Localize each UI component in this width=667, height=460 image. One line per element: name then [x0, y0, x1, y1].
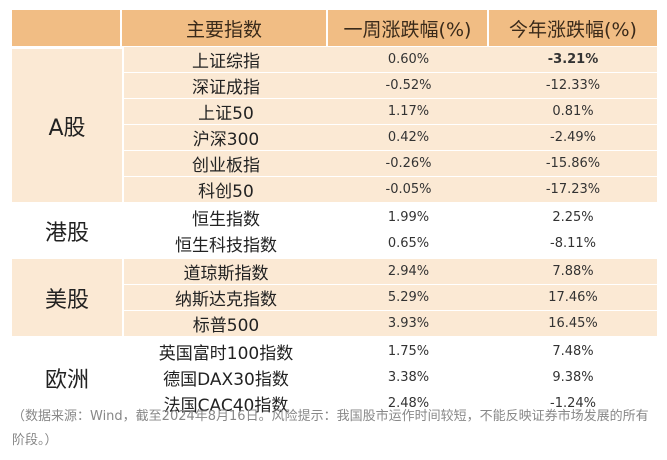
week-change-value: -0.52% — [328, 72, 489, 98]
table-row: 欧洲 英国富时100指数 1.75% 7.48% — [12, 336, 657, 416]
index-name: 道琼斯指数 — [122, 256, 328, 284]
ytd-change-value: 9.38% — [489, 364, 657, 390]
table-row: 科创50 -0.05% -17.23% — [12, 176, 657, 202]
ytd-change-value: 2.25% — [489, 202, 657, 230]
index-name: 纳斯达克指数 — [122, 284, 328, 310]
index-name: 上证50 — [122, 98, 328, 124]
table-row: A股 上证综指 0.60% -3.21% — [12, 46, 657, 202]
week-change-value: 3.93% — [328, 310, 489, 336]
ytd-change-value: -15.86% — [489, 150, 657, 176]
table-row: 深证成指 -0.52% -12.33% — [12, 72, 657, 98]
index-name: 科创50 — [122, 176, 328, 202]
index-name: 上证综指 — [122, 46, 328, 72]
ytd-change-value: 7.48% — [489, 336, 657, 364]
header-week-change: 一周涨跌幅(%) — [328, 10, 489, 46]
index-name: 恒生科技指数 — [122, 230, 328, 256]
week-change-value: 2.94% — [328, 256, 489, 284]
week-change-value: -0.26% — [328, 150, 489, 176]
index-name: 英国富时100指数 — [122, 336, 328, 364]
week-change-value: 0.65% — [328, 230, 489, 256]
ytd-change-value: -3.21% — [489, 46, 657, 72]
index-name: 恒生指数 — [122, 202, 328, 230]
week-change-value: 3.38% — [328, 364, 489, 390]
table-body: A股 上证综指 0.60% -3.21% 深证成指 -0.52% -12.33% 上证50 1.… — [12, 46, 657, 416]
header-main-index: 主要指数 — [122, 10, 328, 46]
table-row: 创业板指 -0.26% -15.86% — [12, 150, 657, 176]
table-row: 美股 道琼斯指数 2.94% 7.88% — [12, 256, 657, 336]
week-change-value: 1.99% — [328, 202, 489, 230]
week-change-value: 5.29% — [328, 284, 489, 310]
week-change-value: 1.75% — [328, 336, 489, 364]
table-row: 德国DAX30指数 3.38% 9.38% — [12, 364, 657, 390]
table-row: 恒生科技指数 0.65% -8.11% — [12, 230, 657, 256]
header-blank — [12, 10, 122, 46]
index-name: 创业板指 — [122, 150, 328, 176]
index-name: 德国DAX30指数 — [122, 364, 328, 390]
ytd-change-value: 0.81% — [489, 98, 657, 124]
table-row: 纳斯达克指数 5.29% 17.46% — [12, 284, 657, 310]
ytd-change-value: -17.23% — [489, 176, 657, 202]
index-name: 深证成指 — [122, 72, 328, 98]
ytd-change-value: -12.33% — [489, 72, 657, 98]
index-name: 沪深300 — [122, 124, 328, 150]
table-row: 法国CAC40指数 2.48% -1.24% — [12, 390, 657, 416]
table-header-row: 主要指数 一周涨跌幅(%) 今年涨跌幅(%) — [12, 10, 657, 46]
ytd-change-value: 16.45% — [489, 310, 657, 336]
footnote: （数据来源：Wind，截至2024年8月16日。风险提示：我国股市运作时间较短，… — [12, 409, 649, 448]
ytd-change-value: 7.88% — [489, 256, 657, 284]
ytd-change-value: -2.49% — [489, 124, 657, 150]
ytd-change-value: 17.46% — [489, 284, 657, 310]
ytd-change-value: -8.11% — [489, 230, 657, 256]
table-row: 标普500 3.93% 16.45% — [12, 310, 657, 336]
week-change-value: 2.48% — [328, 390, 489, 416]
index-performance-table: 主要指数 一周涨跌幅(%) 今年涨跌幅(%) A股 上证综指 0.60% -3.21%… — [12, 10, 657, 416]
table-row: 上证50 1.17% 0.81% — [12, 98, 657, 124]
week-change-value: 1.17% — [328, 98, 489, 124]
table-row: 港股 恒生指数 1.99% 2.25% — [12, 202, 657, 256]
region-label: 美股 — [12, 256, 122, 336]
ytd-change-value: -1.24% — [489, 390, 657, 416]
week-change-value: 0.60% — [328, 46, 489, 72]
region-label: A股 — [12, 46, 122, 202]
header-ytd-change: 今年涨跌幅(%) — [489, 10, 657, 46]
region-label: 港股 — [12, 202, 122, 256]
index-table-container: 主要指数 一周涨跌幅(%) 今年涨跌幅(%) A股 上证综指 0.60% -3.21%… — [12, 10, 657, 416]
index-name: 法国CAC40指数 — [122, 390, 328, 416]
week-change-value: 0.42% — [328, 124, 489, 150]
index-name: 标普500 — [122, 310, 328, 336]
week-change-value: -0.05% — [328, 176, 489, 202]
table-row: 沪深300 0.42% -2.49% — [12, 124, 657, 150]
region-label: 欧洲 — [12, 336, 122, 416]
